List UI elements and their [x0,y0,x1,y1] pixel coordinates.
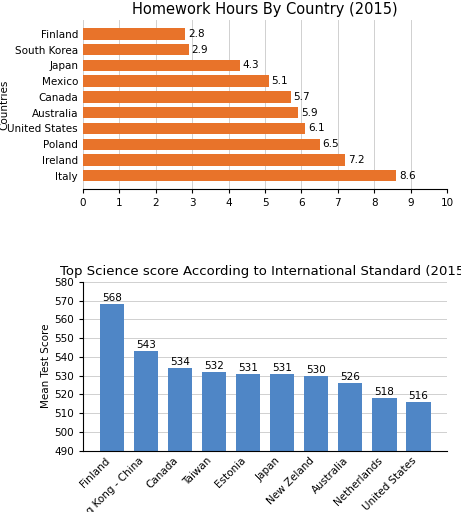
Text: 531: 531 [238,363,258,373]
Text: 5.9: 5.9 [301,108,317,118]
Text: 2.9: 2.9 [191,45,208,55]
Bar [83,139,319,150]
Text: 5.1: 5.1 [272,76,288,86]
Text: 526: 526 [340,372,360,382]
Text: 5.7: 5.7 [294,92,310,102]
Bar [372,398,396,512]
Bar [83,75,269,87]
Bar [338,383,362,512]
Bar [168,368,192,512]
Text: 2.8: 2.8 [188,29,205,39]
Bar [134,351,158,512]
Bar [83,154,345,166]
Bar [270,374,295,512]
Text: 4.3: 4.3 [242,60,259,70]
Bar [83,123,305,134]
Bar [406,402,431,512]
Bar [83,44,189,55]
Text: 6.1: 6.1 [308,123,325,134]
Bar [83,107,298,118]
Text: 568: 568 [102,293,122,304]
Text: 543: 543 [136,340,156,350]
Bar [304,376,328,512]
Text: 6.5: 6.5 [323,139,339,149]
Text: 516: 516 [408,391,428,401]
Text: 534: 534 [170,357,190,367]
Bar [100,305,124,512]
Text: 518: 518 [374,387,394,397]
Title: Homework Hours By Country (2015): Homework Hours By Country (2015) [132,2,398,16]
Bar [202,372,226,512]
Title: Top Science score According to International Standard (2015): Top Science score According to Internati… [60,265,461,278]
Y-axis label: Countries: Countries [0,80,10,130]
Bar [83,60,240,71]
Text: 531: 531 [272,363,292,373]
Bar [236,374,260,512]
Text: 530: 530 [306,365,326,375]
Bar [83,91,290,102]
Bar [83,170,396,181]
Bar [83,28,185,39]
Text: 8.6: 8.6 [399,171,416,181]
Text: 7.2: 7.2 [348,155,365,165]
Y-axis label: Mean Test Score: Mean Test Score [41,324,52,409]
Text: 532: 532 [204,361,224,371]
